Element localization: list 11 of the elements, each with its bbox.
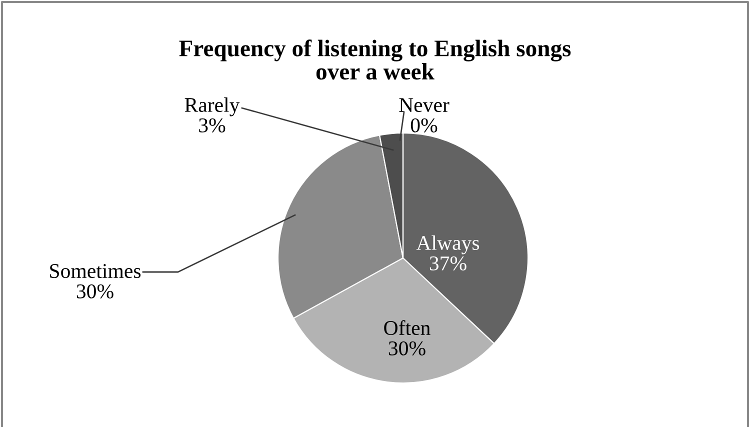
category-label: Never: [399, 98, 450, 112]
data-label: 30%: [76, 284, 114, 298]
text: 0%: [410, 118, 438, 132]
data-label: 3%: [199, 118, 226, 132]
chart-title: Frequency of listening to English songs over a week: [179, 40, 571, 80]
slice-label: Always: [416, 235, 480, 254]
slice-label: Sometimes: [50, 264, 141, 278]
data-label: 37%: [430, 256, 466, 270]
data-label: 30%: [388, 341, 426, 356]
slice-label: Often: [384, 320, 430, 336]
slice-label: Rarely: [184, 97, 240, 116]
